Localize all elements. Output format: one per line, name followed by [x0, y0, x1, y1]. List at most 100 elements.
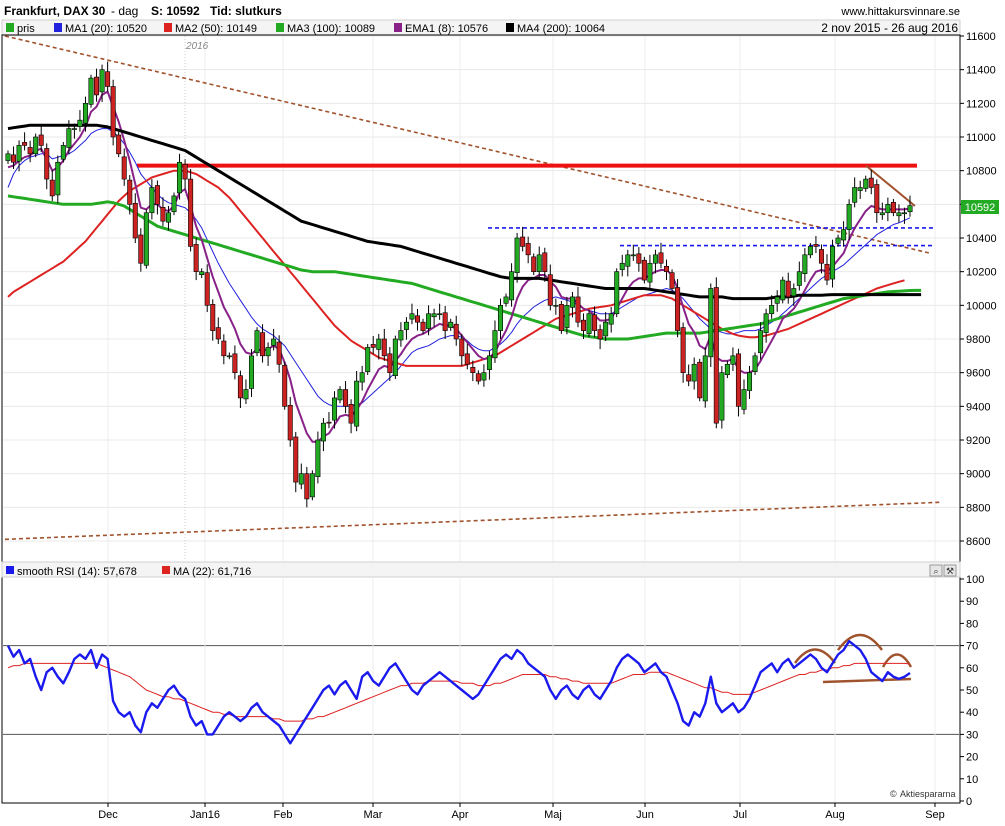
candle-body — [741, 389, 747, 410]
candle-body — [846, 204, 852, 230]
head-arc — [837, 633, 883, 651]
candle-body — [22, 142, 28, 146]
candle-body — [260, 332, 266, 357]
candle-body — [365, 347, 371, 372]
candle-body — [182, 163, 188, 180]
candle-body — [354, 380, 360, 427]
candle-body — [669, 272, 675, 289]
tools-icon: ⚒ — [946, 566, 954, 576]
candle-body — [630, 254, 636, 257]
x-tick-label: Jun — [636, 809, 654, 821]
candle-body — [592, 314, 598, 331]
price-axis: 1160011400112001100010800106001040010200… — [960, 31, 997, 548]
candle-body — [298, 473, 304, 485]
rsi-lines — [6, 640, 911, 745]
candle-body — [44, 148, 50, 180]
candle-body — [542, 252, 548, 272]
candle-body — [652, 254, 658, 264]
candle-body — [94, 76, 100, 96]
candle-body — [802, 254, 808, 274]
candle-body — [758, 330, 764, 354]
candle-body — [11, 154, 17, 163]
candle-body — [713, 287, 719, 424]
y-tick-label: 10400 — [966, 233, 997, 245]
chart-title: Frankfurt, DAX 30 — [4, 4, 106, 18]
legend: pris MA1 (20): 10520 MA2 (50): 10149 MA3 (1… — [6, 23, 605, 35]
candle-body — [409, 313, 415, 320]
short-downtrend — [865, 164, 916, 207]
trendlines — [4, 35, 941, 541]
candle-body — [752, 355, 758, 372]
candle-body — [641, 259, 647, 281]
rsi-legend-swatch — [6, 566, 14, 574]
candle-body — [647, 262, 653, 283]
zoom-in-button[interactable] — [929, 564, 943, 577]
candle-body — [431, 313, 437, 318]
last-price-value: 10592 — [965, 202, 996, 214]
candle-body — [492, 330, 498, 359]
candle-body — [127, 179, 133, 205]
candle-body — [603, 321, 609, 337]
candle-body — [315, 439, 321, 477]
candle-body — [237, 375, 243, 399]
candle-body — [381, 338, 387, 357]
rsi-tick-label: 100 — [966, 574, 984, 586]
candle-body — [780, 279, 786, 301]
time-label: Tid: slutkurs — [210, 4, 282, 18]
x-tick-label: Sep — [925, 809, 945, 821]
candle-body — [675, 287, 681, 331]
rsi-legend-item: smooth RSI (14): 57,678 — [17, 566, 137, 578]
candle-body — [254, 330, 260, 354]
candle-body — [608, 313, 614, 325]
settings-button[interactable] — [943, 564, 957, 577]
candle-body — [376, 338, 382, 350]
downtrend-line — [4, 35, 931, 254]
candle-body — [498, 305, 504, 331]
candle-body — [791, 288, 797, 297]
candlesticks — [5, 61, 913, 508]
legend-item: MA2 (50): 10149 — [175, 23, 257, 35]
rsi-line — [6, 640, 911, 745]
candle-body — [509, 271, 515, 301]
y-tick-label: 9000 — [966, 469, 990, 481]
y-tick-label: 11200 — [966, 98, 996, 110]
ma-line-2 — [7, 169, 905, 367]
candle-body — [77, 119, 83, 127]
candle-body — [890, 202, 896, 214]
candle-body — [331, 397, 337, 421]
candle-body — [625, 254, 631, 267]
candle-body — [664, 265, 670, 272]
candle-body — [514, 237, 520, 273]
y-tick-label: 9200 — [966, 435, 990, 447]
candle-body — [863, 178, 869, 189]
candle-body — [293, 436, 299, 483]
rsi-legend-bar — [1, 561, 961, 578]
legend-item: pris — [17, 23, 35, 35]
candle-body — [730, 355, 736, 365]
zoom-controls[interactable]: ⌕ ⚒ — [929, 564, 957, 577]
y-tick-label: 10800 — [966, 166, 997, 178]
candle-body — [486, 355, 492, 370]
candle-body — [88, 77, 94, 105]
ma-line-3 — [7, 194, 922, 341]
candle-body — [691, 363, 697, 382]
ma-line-4 — [7, 90, 911, 443]
neckline — [822, 677, 912, 684]
candle-body — [271, 338, 277, 346]
candle-body — [276, 341, 282, 365]
candle-body — [287, 405, 293, 441]
candle-body — [33, 136, 39, 155]
candle-body — [807, 246, 813, 256]
candle-body — [38, 134, 44, 146]
legend-swatch — [164, 23, 172, 32]
magnifier-icon: ⌕ — [933, 566, 938, 576]
candle-body — [448, 321, 454, 328]
y-tick-label: 11400 — [966, 65, 996, 77]
candle-body — [553, 305, 559, 307]
x-tick-label: Maj — [544, 809, 562, 821]
last-price-label: S: 10592 — [151, 4, 200, 18]
rsi-tick-label: 80 — [966, 618, 978, 630]
candle-body — [215, 327, 221, 340]
brand: © Aktiespararna — [890, 789, 956, 799]
candle-body — [121, 156, 127, 180]
